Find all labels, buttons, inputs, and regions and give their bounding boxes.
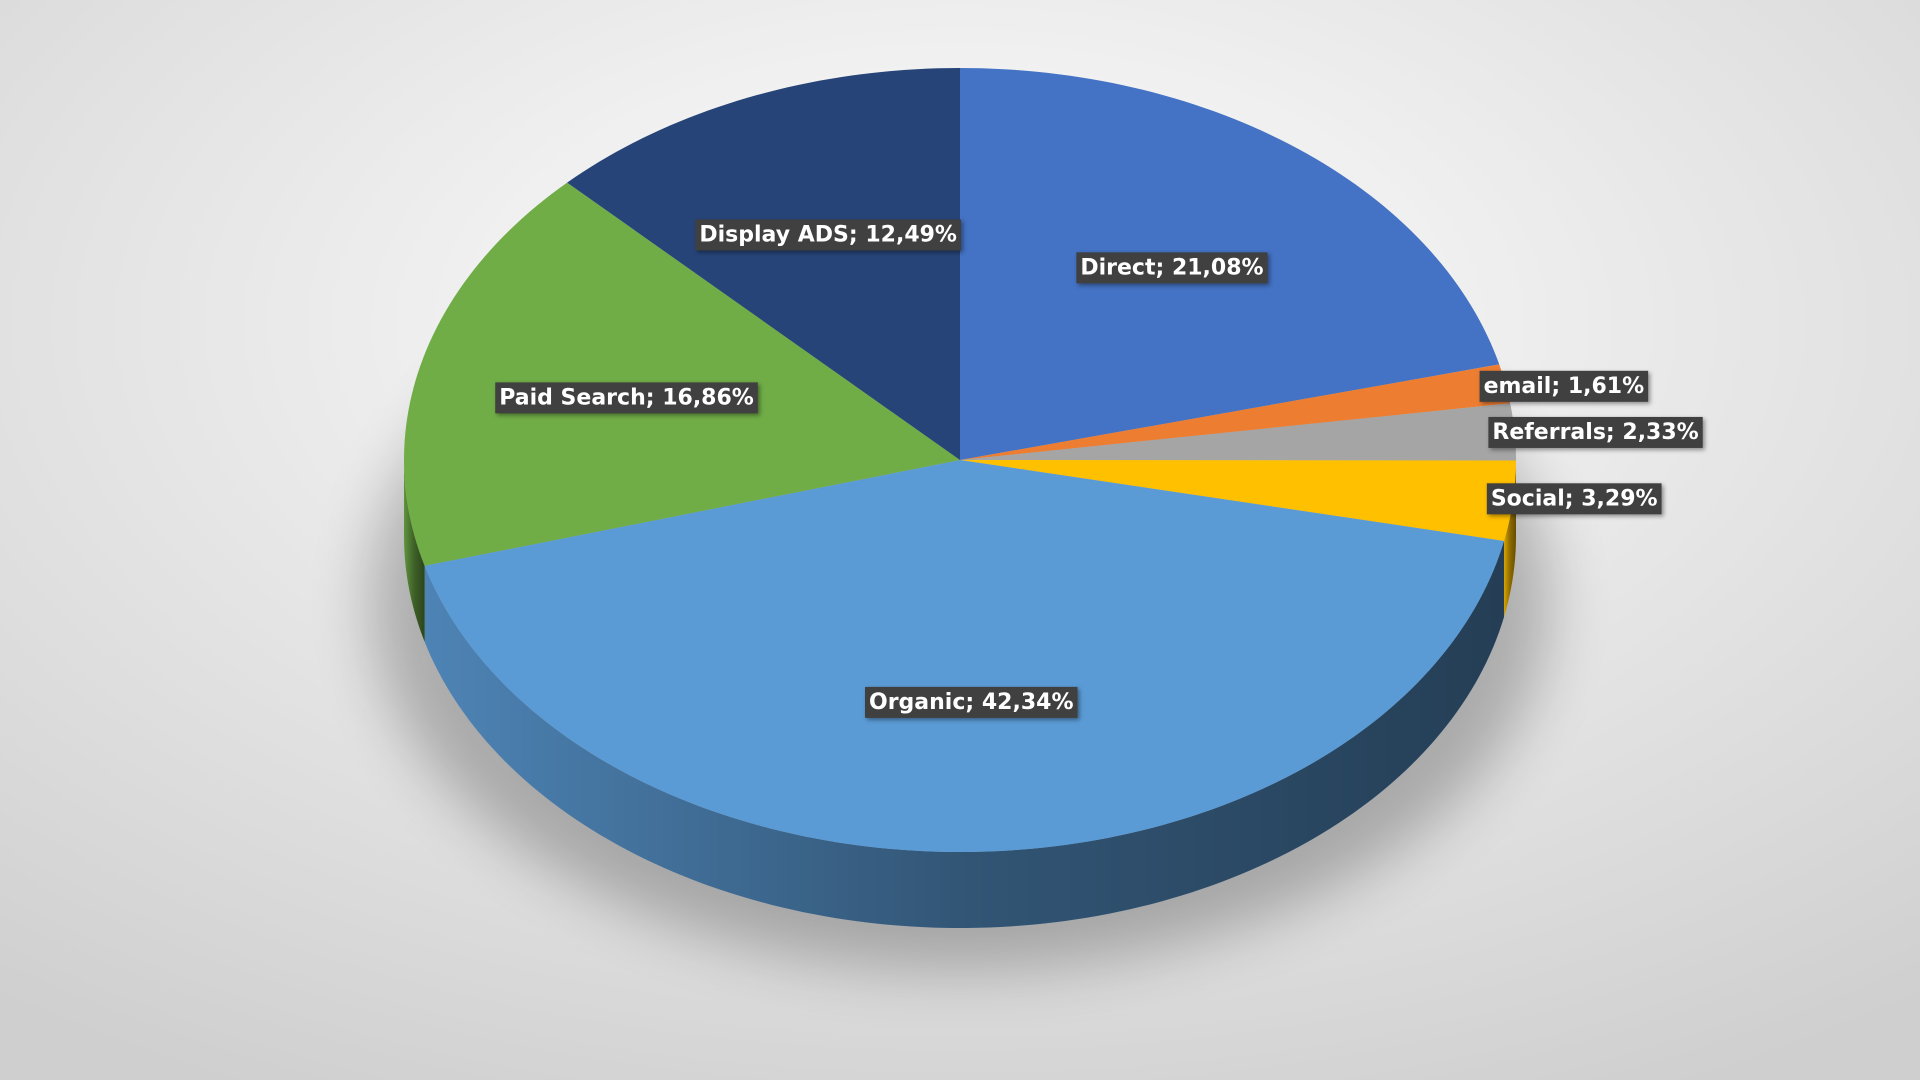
slice-side-shade: [424, 540, 1505, 928]
data-label-box: [695, 219, 961, 251]
slice-side-shade: [1504, 460, 1516, 617]
data-label: Paid Search; 16,86%: [495, 382, 758, 414]
label-separator: ;: [1155, 255, 1171, 280]
labels: Direct; 21,08% email; 1,61% Referrals; 2,3…: [495, 219, 1703, 718]
slice: [404, 182, 960, 566]
label-category: Social: [1491, 486, 1565, 511]
slice-side-shade: [404, 460, 425, 642]
label-value: 3,29%: [1581, 486, 1657, 511]
data-label: Direct; 21,08%: [1076, 252, 1268, 284]
data-label: email; 1,61%: [1479, 370, 1649, 402]
data-label-box: [1479, 370, 1649, 402]
label-separator: ;: [646, 385, 662, 410]
label-separator: ;: [1551, 374, 1567, 399]
slice: [567, 68, 960, 460]
data-label-text: Organic; 42,34%: [869, 690, 1074, 715]
label-value: 2,33%: [1622, 420, 1698, 445]
data-label-text: Referrals; 2,33%: [1492, 420, 1698, 445]
data-label-text: email; 1,61%: [1484, 374, 1645, 399]
label-category: Display ADS: [699, 222, 849, 247]
label-separator: ;: [1565, 486, 1581, 511]
slice: [424, 460, 1505, 852]
data-label: Referrals; 2,33%: [1488, 416, 1703, 448]
data-label: Organic; 42,34%: [865, 686, 1078, 718]
pie-tops: [404, 68, 1516, 852]
label-separator: ;: [1606, 420, 1622, 445]
slice: [960, 403, 1516, 461]
label-value: 1,61%: [1568, 374, 1644, 399]
data-label-box: [495, 382, 758, 414]
data-label: Social; 3,29%: [1486, 483, 1662, 515]
label-value: 12,49%: [865, 222, 957, 247]
label-value: 42,34%: [982, 690, 1074, 715]
label-category: email: [1484, 374, 1552, 399]
slice: [960, 364, 1511, 460]
data-label-text: Display ADS; 12,49%: [699, 222, 957, 247]
label-value: 21,08%: [1172, 255, 1264, 280]
label-category: Direct: [1080, 255, 1156, 280]
data-label-text: Paid Search; 16,86%: [499, 385, 754, 410]
label-category: Referrals: [1492, 420, 1606, 445]
label-category: Organic: [869, 690, 965, 715]
data-label-text: Direct; 21,08%: [1080, 255, 1263, 280]
slice: [960, 460, 1516, 541]
label-value: 16,86%: [662, 385, 754, 410]
data-label: Display ADS; 12,49%: [695, 219, 961, 251]
pie-sides: [404, 460, 1516, 928]
label-separator: ;: [849, 222, 865, 247]
label-separator: ;: [965, 690, 981, 715]
data-label-box: [1488, 416, 1703, 448]
data-label-box: [865, 686, 1078, 718]
data-label-box: [1486, 483, 1662, 515]
label-category: Paid Search: [499, 385, 646, 410]
data-label-box: [1076, 252, 1268, 284]
data-label-text: Social; 3,29%: [1491, 486, 1658, 511]
